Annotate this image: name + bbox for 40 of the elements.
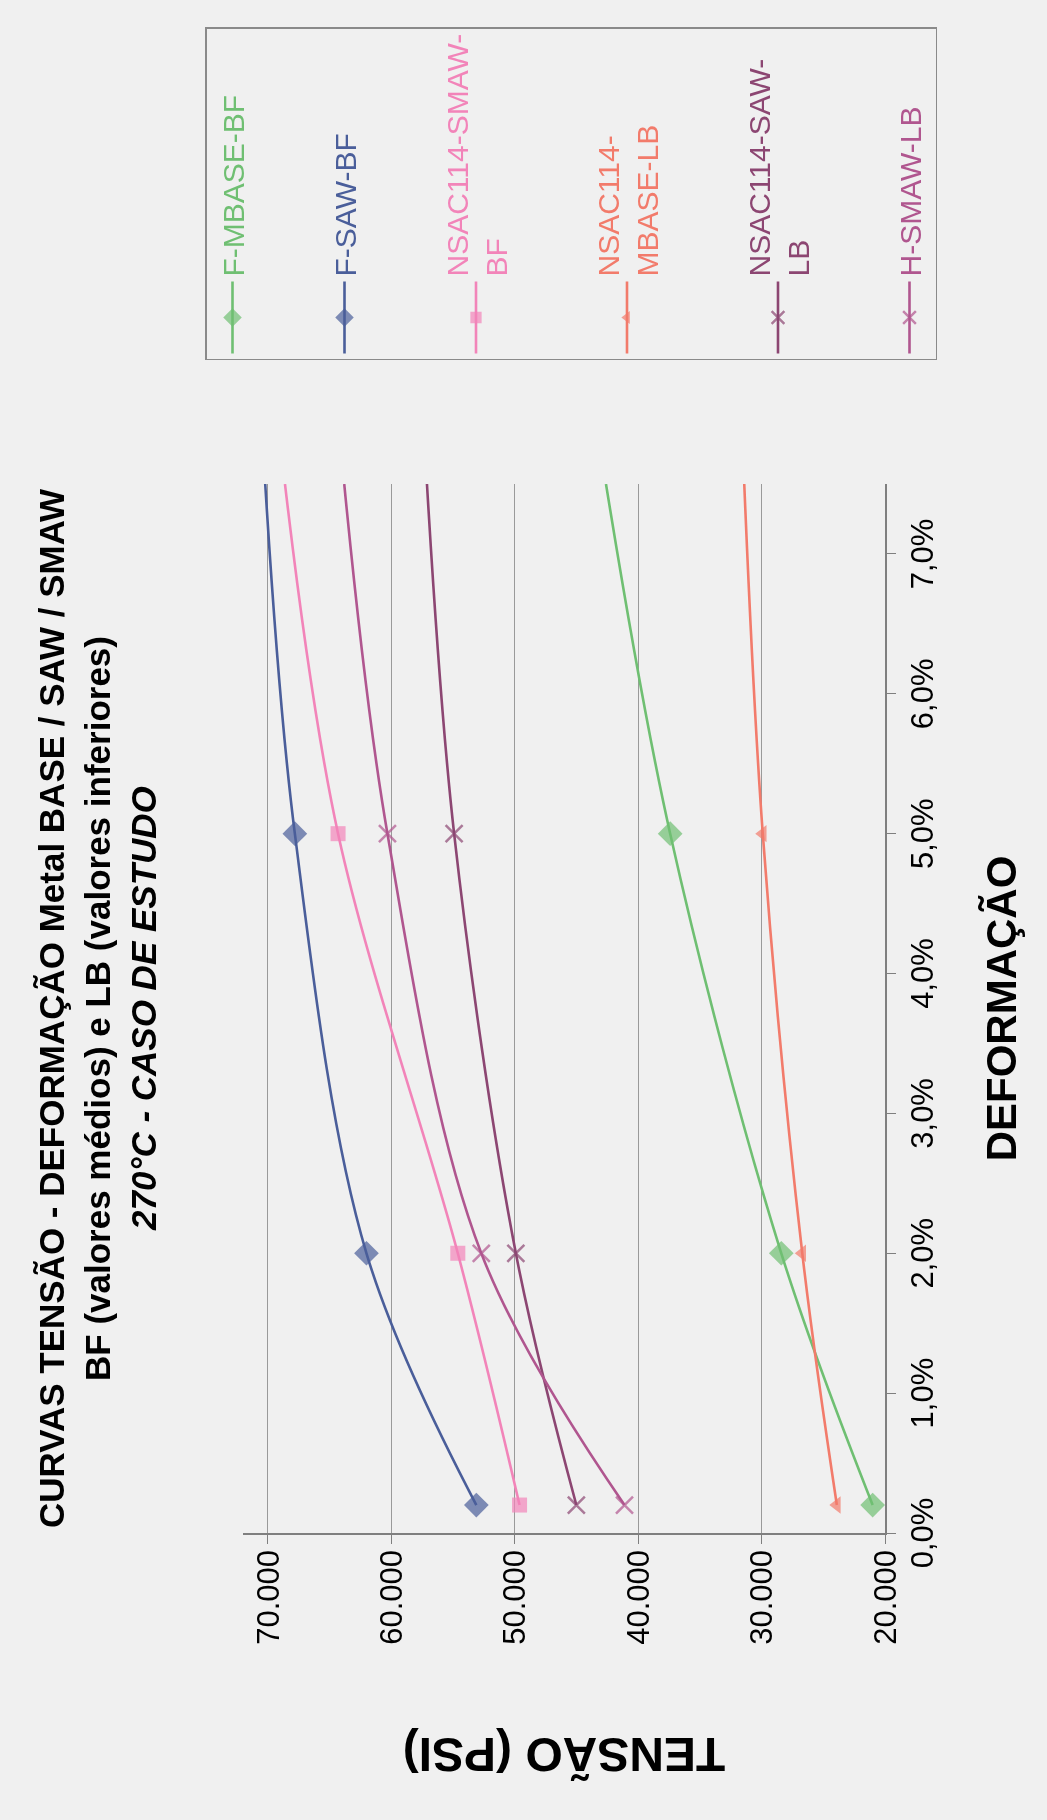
point	[794, 1244, 807, 1262]
point	[512, 1497, 528, 1513]
text: H-SMAW-LB	[894, 106, 928, 277]
y-tick-label: 4,0%	[904, 938, 940, 1009]
point	[354, 1240, 379, 1266]
text: NSAC114-SMAW-BF	[441, 33, 514, 277]
point	[282, 821, 308, 847]
point	[330, 826, 346, 842]
text: F-MBASE-BF	[217, 94, 251, 277]
point	[860, 1492, 885, 1518]
x-tick-label: 40.000	[620, 1549, 656, 1645]
y-tick-label: 3,0%	[904, 1078, 940, 1149]
point	[506, 1243, 526, 1264]
y-axis-title: DEFORMAÇÃO	[978, 855, 1026, 1162]
y-tick-label: 7,0%	[904, 518, 940, 590]
point	[377, 823, 398, 844]
y-tick-label: 0,0%	[904, 1497, 940, 1569]
point	[614, 1495, 635, 1515]
x-axis-title: TENSÃO (PSI)	[402, 1727, 726, 1782]
y-tick-label: 2,0%	[904, 1217, 940, 1289]
point	[768, 1240, 794, 1266]
y-tick-label: 5,0%	[904, 798, 940, 870]
x-tick-label: 20.000	[867, 1549, 903, 1645]
text: 270°C - CASO DE ESTUDO	[124, 786, 163, 1231]
point	[444, 823, 464, 844]
text: CURVAS TENSÃO - DEFORMAÇÃO Metal BASE / SAW / SMAW BF (valores médios) e LB (valores inferiores)	[32, 488, 117, 1529]
point	[566, 1495, 587, 1515]
x-tick-label: 60.000	[374, 1549, 409, 1645]
text: NSAC114-SAW-LB	[743, 58, 816, 277]
text: F-SAW-BF	[329, 133, 363, 277]
x-tick-label: 70.000	[250, 1549, 286, 1645]
x-tick-label: 30.000	[744, 1549, 780, 1645]
point	[450, 1245, 466, 1261]
point	[471, 1243, 492, 1264]
point	[463, 1492, 489, 1518]
y-tick-label: 6,0%	[904, 658, 940, 730]
point	[657, 821, 683, 847]
text: NSAC114-MBASE-LB	[592, 124, 665, 277]
y-tick-label: 1,0%	[904, 1357, 940, 1429]
x-tick-label: 50.000	[497, 1549, 533, 1645]
